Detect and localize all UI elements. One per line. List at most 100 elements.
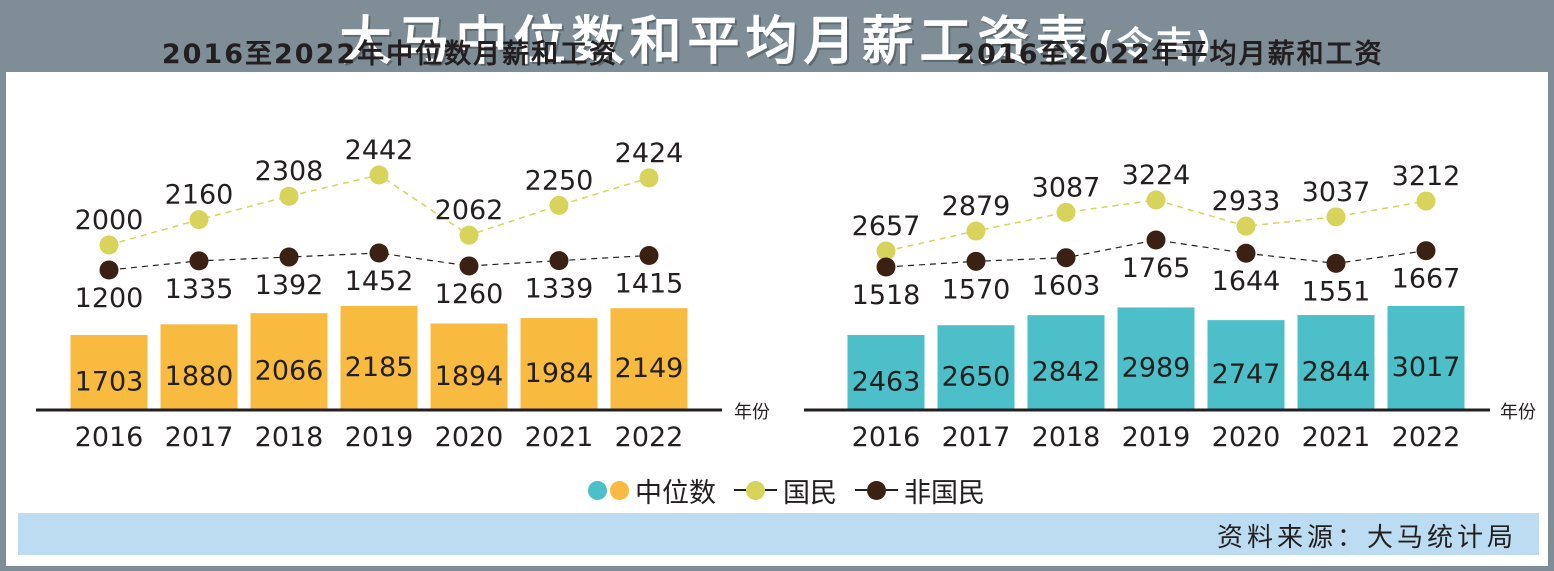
median-non-citizen-label: 1452: [345, 266, 414, 297]
source-text: 资料来源：大马统计局: [1216, 523, 1517, 553]
source-bar: 资料来源：大马统计局: [18, 513, 1539, 555]
median-x-tick-label: 2020: [435, 422, 504, 453]
average-non-citizen-label: 1570: [942, 274, 1011, 305]
average-bar-label: 2463: [852, 367, 921, 398]
average-bar: [1207, 320, 1285, 410]
average-citizen-label: 3037: [1302, 177, 1371, 208]
average-citizen-point: [1416, 191, 1436, 211]
median-non-citizen-label: 1200: [75, 283, 144, 314]
average-x-axis-label: 年份: [1500, 402, 1536, 423]
median-bar: [430, 323, 508, 410]
page-subtitle: (令吉): [1097, 25, 1215, 66]
average-non-citizen-label: 1518: [852, 280, 921, 311]
median-non-citizen-point: [279, 247, 299, 267]
median-citizen-label: 2160: [165, 180, 234, 211]
median-citizen-label: 2250: [525, 165, 594, 196]
median-citizen-point: [369, 165, 389, 185]
median-non-citizen-label: 1335: [165, 274, 234, 305]
median-non-citizen-label: 1392: [255, 270, 324, 301]
average-bar-label: 2650: [942, 362, 1011, 393]
average-non-citizen-label: 1603: [1032, 271, 1101, 302]
median-bar: [610, 308, 688, 410]
median-non-citizen-point: [459, 256, 479, 276]
average-non-citizen-point: [1416, 241, 1436, 261]
page-title: 大马中位数和平均月薪工资表: [339, 11, 1094, 72]
legend-citizen-marker: [734, 480, 777, 500]
average-citizen-point: [876, 241, 896, 261]
average-bar-label: 2989: [1122, 353, 1191, 384]
legend-citizen: 国民: [734, 471, 837, 510]
average-x-tick-label: 2018: [1032, 422, 1101, 453]
legend-non-citizen-label: 非国民: [904, 477, 985, 509]
average-non-citizen-label: 1551: [1302, 276, 1371, 307]
average-citizen-label: 3087: [1032, 172, 1101, 203]
legend: 中位数 国民 非国民: [588, 471, 1003, 510]
median-citizen-point: [189, 210, 209, 230]
average-bar: [1027, 315, 1105, 410]
average-citizen-point: [1146, 190, 1166, 210]
legend-median-orange-dot: [610, 480, 629, 500]
average-non-citizen-point: [1056, 248, 1076, 268]
average-bar-label: 2844: [1302, 357, 1371, 388]
median-bar: [520, 318, 598, 410]
median-citizen-point: [459, 225, 479, 245]
median-x-axis-label: 年份: [734, 402, 770, 423]
median-citizen-point: [549, 195, 569, 215]
median-citizen-label: 2308: [255, 156, 324, 187]
average-non-citizen-point: [876, 257, 896, 277]
average-citizen-label: 3224: [1122, 160, 1191, 191]
average-citizen-point: [1326, 207, 1346, 227]
average-bar: [847, 335, 925, 410]
average-chart-title: 2016至2022年平均月薪和工资: [956, 39, 1384, 70]
median-x-tick-label: 2021: [525, 422, 594, 453]
median-citizen-label: 2062: [435, 195, 504, 226]
legend-non-citizen-marker: [855, 480, 898, 500]
median-bar-label: 1984: [525, 358, 594, 389]
median-non-citizen-label: 1415: [615, 268, 684, 299]
median-citizen-label: 2424: [615, 138, 684, 169]
median-citizen-label: 2000: [75, 205, 144, 236]
median-citizen-point: [279, 186, 299, 206]
average-non-citizen-label: 1765: [1122, 253, 1191, 284]
median-bar: [340, 306, 418, 410]
average-citizen-point: [1056, 202, 1076, 222]
average-citizen-label: 2933: [1212, 186, 1281, 217]
median-non-citizen-point: [639, 245, 659, 265]
median-non-citizen-label: 1260: [435, 279, 504, 310]
average-bar-label: 2747: [1212, 359, 1281, 390]
median-citizen-point: [639, 168, 659, 188]
median-citizen-label: 2442: [345, 135, 414, 166]
average-x-tick-label: 2017: [942, 422, 1011, 453]
average-x-tick-label: 2022: [1392, 422, 1461, 453]
average-bar: [1117, 307, 1195, 410]
median-bar-label: 2149: [615, 353, 684, 384]
average-bar: [937, 325, 1015, 410]
median-non-citizen-point: [189, 251, 209, 271]
median-bar: [160, 324, 238, 410]
median-bar: [250, 313, 328, 410]
legend-median: 中位数: [588, 471, 716, 510]
average-citizen-point: [1236, 216, 1256, 236]
legend-citizen-label: 国民: [783, 477, 837, 509]
legend-median-teal-dot: [588, 480, 607, 500]
median-bar-label: 2185: [345, 352, 414, 383]
header-banner: 大马中位数和平均月薪工资表 (令吉): [0, 0, 1554, 72]
average-non-citizen-point: [1236, 243, 1256, 263]
average-x-tick-label: 2021: [1302, 422, 1371, 453]
median-bar: [70, 335, 148, 410]
average-bar-label: 2842: [1032, 357, 1101, 388]
median-non-citizen-point: [99, 260, 119, 280]
median-x-tick-label: 2022: [615, 422, 684, 453]
median-x-tick-label: 2017: [165, 422, 234, 453]
average-non-citizen-point: [1146, 230, 1166, 250]
average-non-citizen-label: 1667: [1392, 264, 1461, 295]
median-chart-title: 2016至2022年中位数月薪和工资: [161, 39, 619, 70]
average-citizen-label: 3212: [1392, 161, 1461, 192]
average-x-tick-label: 2020: [1212, 422, 1281, 453]
average-non-citizen-label: 1644: [1212, 266, 1281, 297]
average-citizen-label: 2657: [852, 211, 921, 242]
average-citizen-point: [966, 221, 986, 241]
average-bar: [1387, 306, 1465, 410]
average-bar: [1297, 315, 1375, 410]
median-bar-label: 1703: [75, 367, 144, 398]
